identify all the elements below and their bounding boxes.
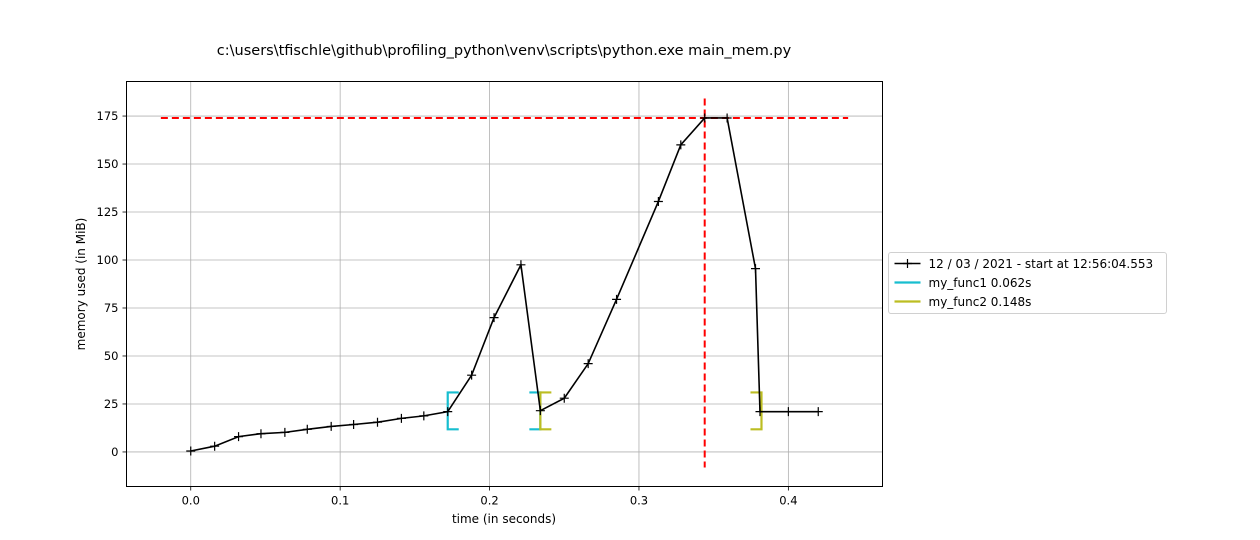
data-point — [302, 424, 312, 434]
data-point — [583, 359, 593, 369]
axis-ticks: 0.0 0.1 0.2 0.3 0.4 0 25 50 75 100 125 150 175 — [97, 109, 798, 507]
data-point — [676, 140, 686, 150]
data-point — [256, 429, 266, 439]
data-point — [700, 113, 710, 123]
chart-title: c:\users\tfischle\github\profiling_pytho… — [217, 43, 792, 59]
data-point — [653, 196, 663, 206]
y-tick-label: 50 — [104, 349, 119, 363]
grid — [126, 81, 883, 487]
data-point — [467, 370, 477, 380]
y-tick-label: 0 — [111, 445, 118, 459]
data-point — [489, 313, 499, 323]
data-point — [559, 393, 569, 403]
series-layer — [186, 113, 823, 456]
x-axis-label: time (in seconds) — [452, 512, 556, 526]
data-point — [349, 420, 359, 430]
data-point — [234, 432, 244, 442]
data-point — [755, 407, 765, 417]
data-point — [722, 113, 732, 123]
data-point — [516, 260, 526, 270]
x-tick-label: 0.3 — [630, 494, 648, 508]
max-memory-markers — [160, 98, 849, 468]
data-point — [783, 407, 793, 417]
data-point — [535, 406, 545, 416]
y-axis-label: memory used (in MiB) — [74, 218, 88, 351]
x-tick-label: 0.0 — [182, 494, 200, 508]
data-point — [443, 407, 453, 417]
data-point — [751, 264, 761, 274]
function-brackets — [446, 391, 763, 431]
y-tick-label: 25 — [104, 397, 119, 411]
x-tick-label: 0.1 — [331, 494, 349, 508]
data-point — [396, 413, 406, 423]
plot-frame — [126, 81, 883, 487]
data-point — [210, 441, 220, 451]
y-tick-label: 150 — [97, 157, 119, 171]
data-point — [326, 421, 336, 431]
y-tick-label: 75 — [104, 301, 119, 315]
legend-label: 12 / 03 / 2021 - start at 12:56:04.553 — [929, 257, 1154, 271]
y-tick-label: 100 — [97, 253, 119, 267]
legend: 12 / 03 / 2021 - start at 12:56:04.553 my… — [888, 252, 1167, 314]
x-tick-label: 0.2 — [480, 494, 498, 508]
y-tick-label: 175 — [97, 109, 119, 123]
data-point — [186, 446, 196, 456]
y-tick-label: 125 — [97, 205, 119, 219]
legend-label: my_func1 0.062s — [929, 276, 1032, 290]
data-point — [419, 411, 429, 421]
series-line — [190, 117, 819, 452]
data-point — [280, 427, 290, 437]
legend-marker — [903, 259, 912, 268]
legend-box — [888, 252, 1167, 314]
data-point — [612, 294, 622, 304]
x-tick-label: 0.4 — [779, 494, 797, 508]
legend-label: my_func2 0.148s — [929, 295, 1032, 309]
data-point — [373, 417, 383, 427]
data-point — [813, 407, 823, 417]
